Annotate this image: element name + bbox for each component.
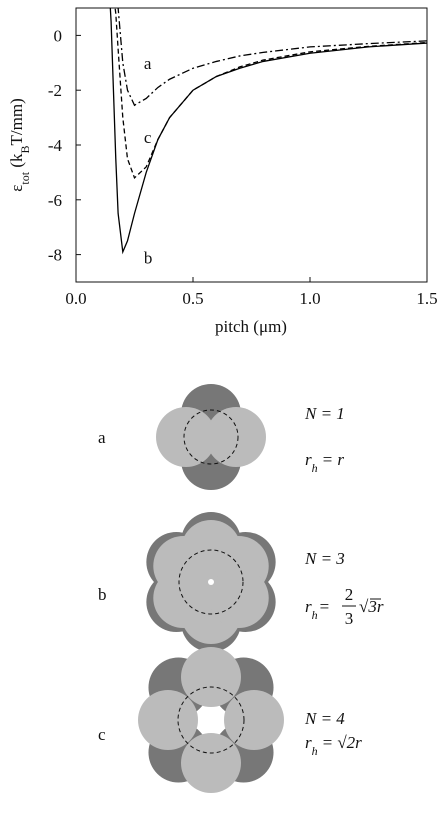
y-tick-label: -2 (48, 81, 62, 100)
sphere (224, 690, 284, 750)
series-line (117, 8, 427, 107)
series-label: a (144, 54, 152, 73)
series-label: c (144, 128, 152, 147)
series-line (109, 8, 427, 255)
sphere (153, 568, 214, 628)
n-equation: N = 4 (304, 709, 345, 728)
rh-equation: rh = (305, 597, 329, 622)
rh-eq: = r (322, 450, 345, 469)
rh: r (305, 450, 312, 469)
hull (178, 549, 244, 615)
rh-sub: h (312, 608, 318, 622)
hole (198, 707, 224, 733)
sphere (181, 733, 241, 793)
y-tick-label: -6 (48, 191, 62, 210)
rh-equation: rh = √2r (305, 733, 362, 758)
y-tick-label: -8 (48, 246, 62, 265)
rh-sub: h (312, 744, 318, 758)
x-tick-label: 0.0 (65, 289, 86, 308)
series-label: b (144, 248, 153, 267)
y-label-part: tot (18, 171, 32, 184)
rh: r (305, 733, 312, 752)
sphere (181, 647, 241, 707)
x-tick-label: 1.5 (416, 289, 437, 308)
x-tick-label: 1.0 (299, 289, 320, 308)
y-label-part: B (18, 145, 32, 153)
plot-frame (75, 7, 428, 283)
y-label-part: T/mm) (7, 98, 26, 145)
rh-equation: rh = r (305, 450, 344, 475)
hole (208, 579, 214, 585)
diagram-b (146, 512, 276, 652)
fraction-den: 3 (345, 609, 354, 628)
y-tick-label: 0 (54, 26, 63, 45)
y-tick-label: -4 (48, 136, 63, 155)
x-axis-label: pitch (μm) (215, 317, 287, 336)
rh-rest: √3r (359, 597, 384, 616)
hull (177, 686, 245, 754)
rh-eq: = (320, 597, 330, 616)
rh-sub: h (312, 461, 318, 475)
rh: r (305, 597, 312, 616)
y-label-part: (k (7, 153, 26, 172)
diagram-label: c (98, 725, 106, 744)
plot-area (109, 8, 427, 255)
y-axis-label: εtot (kBT/mm) (7, 98, 32, 191)
n-equation: N = 1 (304, 404, 345, 423)
x-tick-label: 0.5 (182, 289, 203, 308)
diagram-label: a (98, 428, 106, 447)
diagram-a (156, 384, 266, 490)
y-label-part: ε (7, 185, 26, 192)
rh-eq: = √2r (322, 733, 363, 752)
fraction-num: 2 (345, 585, 354, 604)
series-line (114, 8, 427, 180)
n-equation: N = 3 (304, 549, 345, 568)
sphere (138, 690, 198, 750)
diagram-label: b (98, 585, 107, 604)
diagram-c (138, 647, 284, 793)
